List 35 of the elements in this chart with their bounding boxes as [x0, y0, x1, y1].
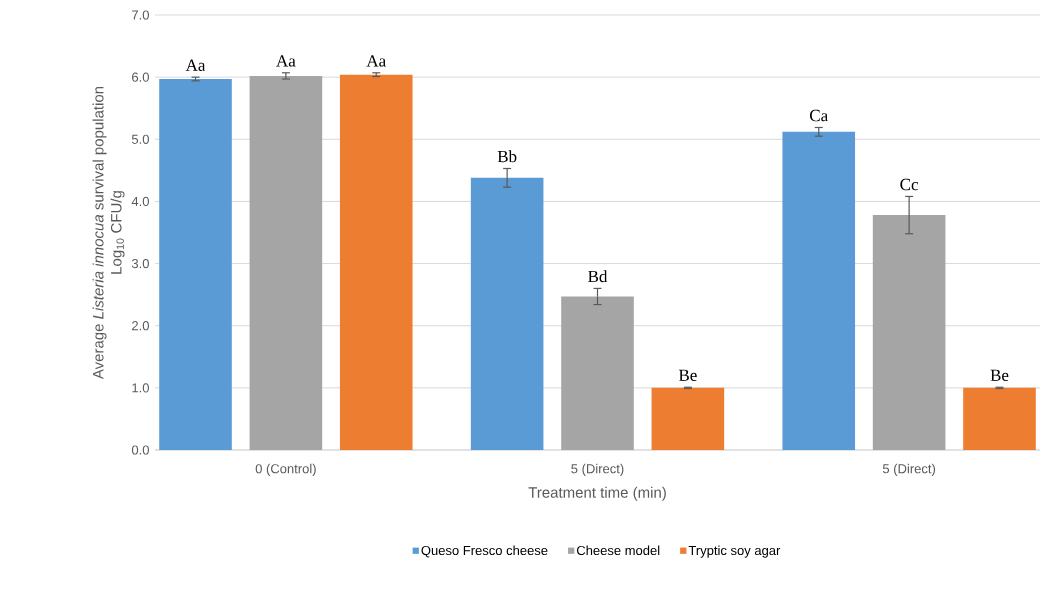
- bar: [782, 131, 856, 450]
- data-label: Aa: [185, 59, 206, 71]
- legend-label: Queso Fresco cheese: [421, 545, 548, 558]
- y-tick-label: 1.0: [132, 383, 149, 393]
- y-tick-label: 6.0: [132, 72, 149, 82]
- text: Log$_{10}$ CFU/g: [110, 191, 125, 274]
- bar: [339, 74, 413, 450]
- x-axis-title: Treatment time (min): [528, 486, 666, 501]
- data-label: Cc: [900, 178, 919, 191]
- data-label: Bb: [497, 150, 517, 163]
- bar: [651, 387, 725, 450]
- bar: [249, 75, 323, 450]
- legend-label: Tryptic soy agar: [688, 545, 781, 558]
- data-label: Ca: [810, 109, 828, 122]
- y-tick-label: 0.0: [131, 445, 149, 455]
- x-tick-label: 0 (Control): [255, 463, 316, 476]
- bar: [470, 177, 544, 450]
- data-label: Aa: [276, 55, 296, 67]
- data-label: Be: [990, 369, 1009, 382]
- y-tick-label: 4.0: [131, 196, 149, 207]
- data-label: Aa: [366, 55, 386, 67]
- legend-label: Cheese model: [576, 545, 660, 556]
- y-tick-label: 3.0: [131, 258, 149, 269]
- text: Average Listeria innocua survival population: [92, 86, 107, 380]
- data-label: Bd: [588, 270, 608, 283]
- y-tick-label: 5.0: [131, 134, 149, 144]
- bar: [561, 296, 634, 450]
- bar: [872, 215, 946, 450]
- bar: [963, 387, 1036, 450]
- y-tick-label: 7.0: [132, 10, 149, 20]
- x-tick-label: 5 (Direct): [882, 463, 936, 476]
- x-tick-label: 5 (Direct): [571, 463, 624, 476]
- bar: [159, 79, 232, 450]
- y-tick-label: 2.0: [132, 321, 149, 331]
- data-label: Be: [678, 369, 697, 382]
